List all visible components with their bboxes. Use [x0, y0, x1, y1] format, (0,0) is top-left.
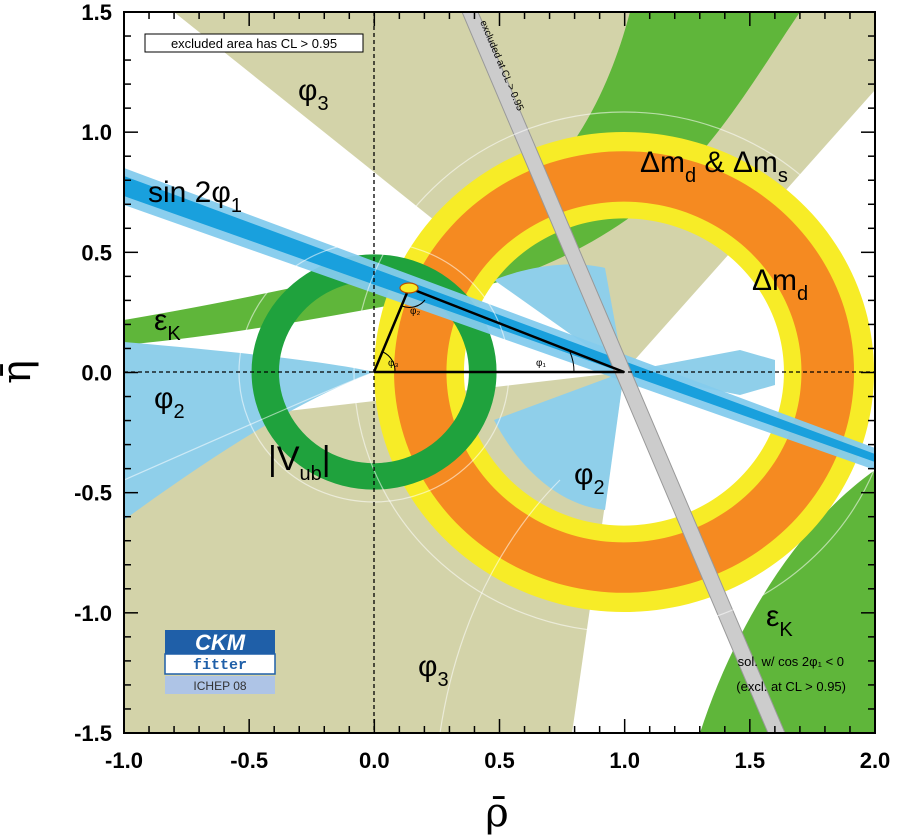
label-phi3-bottom: φ3: [418, 650, 449, 691]
label-phi2-left: φ2: [154, 382, 185, 423]
excluded-note: excluded area has CL > 0.95: [144, 33, 364, 53]
tick-labels: -1.0 -0.5 0.0 0.5 1.0 1.5 2.0-1.5-1.0-0.50.00.…: [74, 0, 890, 773]
svg-text:excluded area has CL > 0.95: excluded area has CL > 0.95: [171, 36, 337, 51]
phi2-region-left: [124, 342, 374, 520]
y-tick-label: 1.5: [81, 0, 112, 25]
ckmfitter-logo: CKM fitter ICHEP 08: [164, 630, 276, 694]
y-tick-label: 0.0: [81, 361, 112, 386]
label-dmd-dms: Δmd & Δms: [640, 146, 788, 187]
svg-text:φ₁: φ₁: [536, 358, 546, 369]
label-phi3-top: φ3: [298, 74, 329, 115]
x-tick-label: -0.5: [230, 748, 268, 773]
x-axis-label: ρ̄: [485, 790, 509, 836]
svg-text:CKM: CKM: [195, 630, 246, 655]
x-tick-label: 0.5: [484, 748, 515, 773]
y-axis-label: η̄: [0, 360, 40, 384]
sol-note-2: (excl. at CL > 0.95): [736, 679, 846, 694]
svg-text:φ₂: φ₂: [410, 306, 420, 317]
x-tick-label: -1.0: [105, 748, 143, 773]
svg-text:φ₃: φ₃: [388, 358, 399, 369]
triangle-apex: [399, 282, 419, 294]
epsk-band-upper: [124, 12, 800, 345]
label-dmd: Δmd: [752, 264, 808, 305]
axis-ticks: [123, 11, 876, 734]
x-tick-label: 1.0: [609, 748, 640, 773]
x-tick-label: 1.5: [735, 748, 766, 773]
y-tick-label: 0.5: [81, 240, 112, 265]
label-vub: |Vub|: [268, 440, 331, 485]
y-tick-label: -1.0: [74, 601, 112, 626]
svg-text:ICHEP 08: ICHEP 08: [193, 679, 246, 693]
label-phi2-right: φ2: [574, 458, 605, 499]
label-epsk-right: εK: [766, 600, 793, 641]
phi2-region-lower: [494, 372, 624, 510]
sol-note-1: sol. w/ cos 2φ₁ < 0: [738, 654, 844, 669]
label-epsk-left: εK: [154, 304, 181, 345]
x-tick-label: 0.0: [359, 748, 390, 773]
y-tick-label: -1.5: [74, 721, 112, 746]
y-tick-label: 1.0: [81, 120, 112, 145]
label-sin2phi1: sin 2φ1: [148, 176, 242, 217]
y-tick-label: -0.5: [74, 481, 112, 506]
sin2phi1-band-68: [124, 176, 875, 462]
x-tick-label: 2.0: [860, 748, 891, 773]
dmd-ring: [374, 132, 875, 612]
svg-text:fitter: fitter: [193, 657, 247, 674]
